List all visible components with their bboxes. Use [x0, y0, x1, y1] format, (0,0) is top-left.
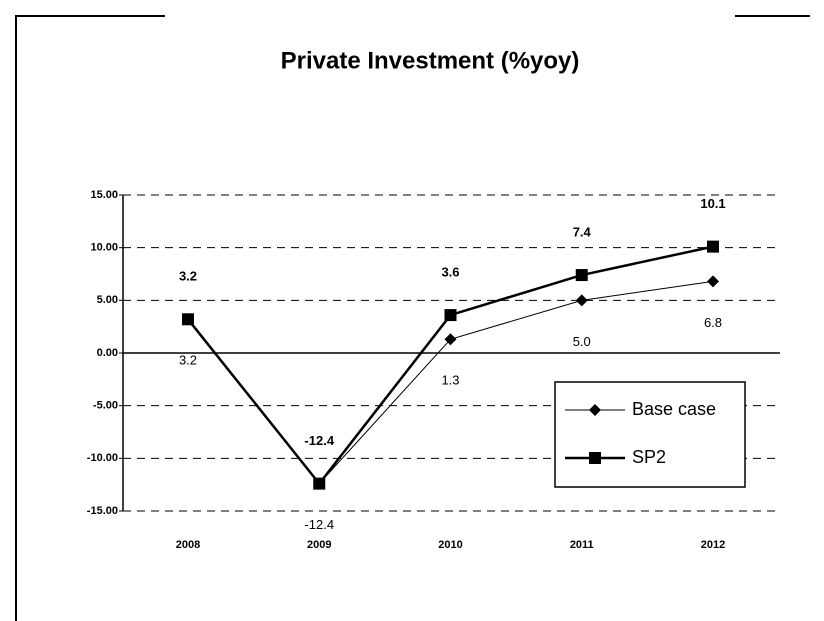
y-tick-label: 0.00 — [97, 347, 118, 359]
legend-label: Base case — [632, 399, 716, 419]
data-label: 10.1 — [700, 196, 725, 211]
marker — [444, 333, 457, 346]
marker — [182, 313, 194, 326]
marker — [707, 240, 719, 253]
marker — [707, 275, 719, 288]
marker — [313, 477, 326, 490]
y-tick-label: 5.00 — [97, 294, 118, 306]
x-tick-label: 2009 — [307, 539, 331, 551]
x-tick-label: 2012 — [701, 539, 725, 551]
x-tick-label: 2010 — [438, 539, 462, 551]
y-tick-label: -5.00 — [93, 400, 118, 412]
data-label: 3.6 — [441, 265, 459, 280]
legend-label: SP2 — [632, 447, 666, 467]
data-label: -12.4 — [304, 433, 334, 448]
marker — [575, 269, 588, 282]
data-label: 3.2 — [179, 269, 197, 284]
data-label: 1.3 — [441, 373, 459, 388]
data-label: 7.4 — [573, 224, 592, 239]
legend-box — [554, 381, 746, 488]
y-tick-label: -15.00 — [87, 505, 118, 517]
data-label: -12.4 — [304, 517, 334, 532]
legend-marker — [589, 452, 601, 464]
data-label: 3.2 — [179, 353, 197, 368]
data-label: 6.8 — [704, 315, 722, 330]
y-tick-label: -10.00 — [87, 452, 118, 464]
data-label: 5.0 — [573, 334, 591, 349]
chart-title: Private Investment (%yoy) — [281, 47, 580, 74]
y-tick-label: 10.00 — [90, 242, 118, 254]
y-tick-label: 15.00 — [90, 189, 118, 201]
marker — [575, 294, 588, 307]
x-tick-label: 2011 — [570, 539, 594, 551]
legend-marker — [589, 404, 601, 416]
marker — [444, 309, 457, 322]
x-tick-label: 2008 — [176, 539, 200, 551]
